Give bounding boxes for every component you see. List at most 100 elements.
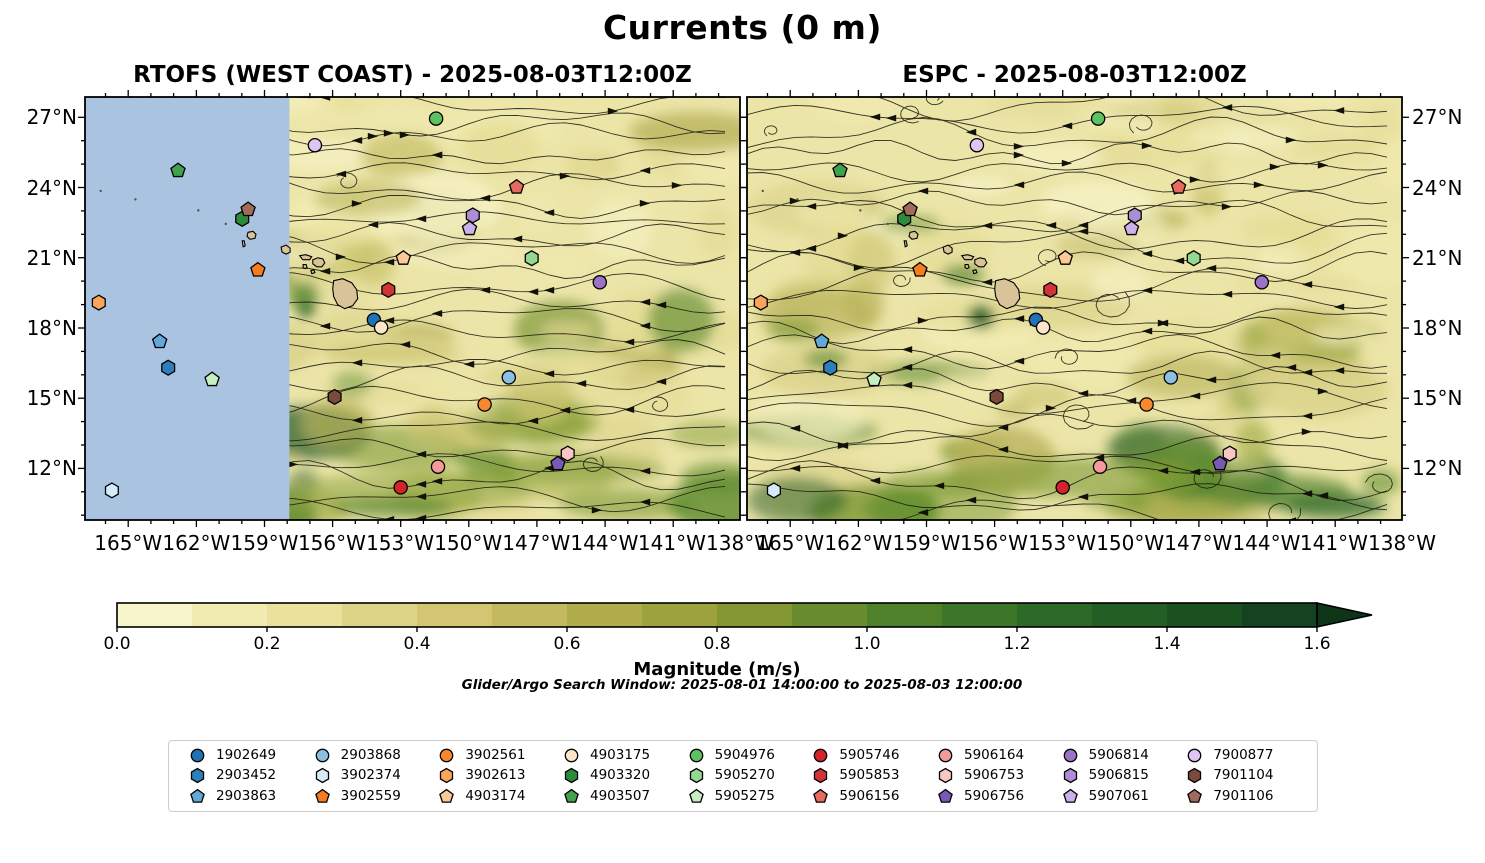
y-tick-label-left: 18°N [26, 315, 77, 340]
legend-label: 5905270 [714, 767, 775, 784]
legend-item-2903868: 2903868 [314, 747, 439, 764]
island [298, 254, 313, 261]
float-marker-2903863 [813, 333, 830, 349]
legend-label: 5906815 [1088, 767, 1149, 784]
legend-marker-4903320 [564, 768, 579, 784]
float-marker-5904976 [1090, 111, 1106, 126]
float-marker-3902559 [912, 261, 928, 277]
legend-item-4903174: 4903174 [438, 788, 563, 805]
float-marker-4903507 [832, 162, 848, 178]
legend-label: 5906814 [1088, 746, 1149, 763]
legend-item-3902561: 3902561 [438, 747, 563, 764]
float-marker-5906756 [550, 455, 566, 471]
x-tick-label-rtofs: 141°W [637, 531, 706, 555]
float-marker-5904976 [428, 111, 444, 126]
legend-marker-5906814 [1063, 748, 1078, 763]
legend-label: 4903320 [589, 767, 651, 784]
legend-marker-5906756 [938, 788, 953, 803]
legend-item-5907061: 5907061 [1062, 788, 1187, 805]
legend-label: 5904976 [714, 746, 775, 763]
colorbar-tick-label: 1.0 [853, 634, 881, 654]
nodata-region [85, 97, 290, 520]
pentagon-marker-icon [564, 788, 579, 803]
hexagon-marker-icon [689, 768, 703, 784]
legend-item-4903507: 4903507 [563, 788, 688, 805]
legend-item-2903863: 2903863 [189, 788, 314, 805]
island [908, 230, 919, 240]
float-marker-3902561 [477, 397, 492, 412]
legend-label: 5905275 [714, 787, 775, 804]
float-marker-7901106 [240, 201, 256, 217]
float-marker-3902374 [104, 482, 119, 499]
x-tick-label-espc: 150°W [1096, 531, 1165, 555]
legend-label: 1902649 [216, 746, 277, 763]
legend-label: 2903863 [216, 787, 277, 804]
legend-marker-5905746 [813, 748, 828, 763]
pentagon-marker-icon [813, 788, 829, 803]
x-tick-label-espc: 153°W [1028, 531, 1097, 555]
circle-marker-icon [315, 748, 330, 763]
y-tick-label-right: 21°N [1412, 245, 1463, 270]
x-tick-label-rtofs: 144°W [570, 531, 639, 555]
legend-label: 2903452 [216, 767, 277, 784]
figure-title: Currents (0 m) [602, 8, 883, 47]
legend-item-5906753: 5906753 [937, 767, 1062, 784]
legend-item-5906156: 5906156 [812, 788, 937, 805]
legend-marker-5906156 [813, 788, 829, 803]
legend-item-5905270: 5905270 [688, 767, 813, 784]
x-tick-label-espc: 156°W [959, 531, 1028, 555]
legend-label: 3902613 [465, 767, 526, 784]
float-marker-5907061 [461, 220, 478, 236]
pentagon-marker-icon [190, 788, 205, 803]
circle-marker-icon [938, 748, 953, 763]
float-marker-5906815 [1127, 207, 1142, 224]
legend-item-2903452: 2903452 [189, 767, 314, 784]
colorbar-tick-label: 0.2 [253, 634, 281, 654]
map-panel-espc [740, 90, 1409, 527]
legend-marker-3902561 [439, 748, 454, 763]
x-tick-label-rtofs: 162°W [162, 531, 231, 555]
legend-item-1902649: 1902649 [189, 747, 314, 764]
island [972, 269, 978, 275]
legend-marker-4903507 [564, 788, 579, 803]
map-panel-rtofs [78, 90, 747, 527]
x-tick-label-espc: 165°W [756, 531, 825, 555]
legend-marker-7901106 [1187, 788, 1203, 803]
float-marker-4903175 [1035, 320, 1051, 335]
x-tick-label-espc: 141°W [1299, 531, 1368, 555]
float-marker-3902559 [250, 261, 266, 277]
island [974, 257, 988, 268]
colorbar-tick-label: 1.4 [1153, 634, 1181, 654]
hexagon-marker-icon [814, 768, 828, 784]
legend-item-5905853: 5905853 [812, 767, 937, 784]
circle-marker-icon [813, 748, 828, 763]
legend-item-3902613: 3902613 [438, 767, 563, 784]
hexagon-marker-icon [564, 768, 579, 784]
pentagon-marker-icon [314, 788, 330, 803]
legend-item-7901104: 7901104 [1186, 767, 1311, 784]
legend-label: 5906156 [839, 787, 900, 804]
legend-label: 4903175 [589, 746, 651, 763]
colorbar-tick-label: 0.8 [703, 634, 731, 654]
circle-marker-icon [439, 748, 454, 763]
legend-item-4903175: 4903175 [563, 747, 688, 764]
legend-label: 3902561 [465, 746, 526, 763]
float-legend: 1902649 2903452 2903863 2903868 3902374 39025… [168, 740, 1318, 812]
x-tick-label-rtofs: 159°W [230, 531, 299, 555]
panel-title-espc: ESPC - 2025-08-03T12:00Z [902, 62, 1247, 88]
hexagon-marker-icon [1188, 768, 1202, 784]
circle-marker-icon [190, 748, 205, 763]
x-tick-label-rtofs: 150°W [434, 531, 503, 555]
float-marker-3902613 [753, 294, 768, 311]
legend-marker-7900877 [1187, 748, 1202, 763]
legend-item-5906815: 5906815 [1062, 767, 1187, 784]
island [310, 269, 316, 275]
island [302, 264, 308, 270]
pentagon-marker-icon [439, 788, 455, 803]
float-marker-2903863 [151, 333, 168, 349]
float-marker-4903175 [373, 320, 389, 335]
y-tick-label-right: 12°N [1412, 455, 1463, 480]
legend-item-5905746: 5905746 [812, 747, 937, 764]
float-marker-5906814 [592, 275, 608, 290]
